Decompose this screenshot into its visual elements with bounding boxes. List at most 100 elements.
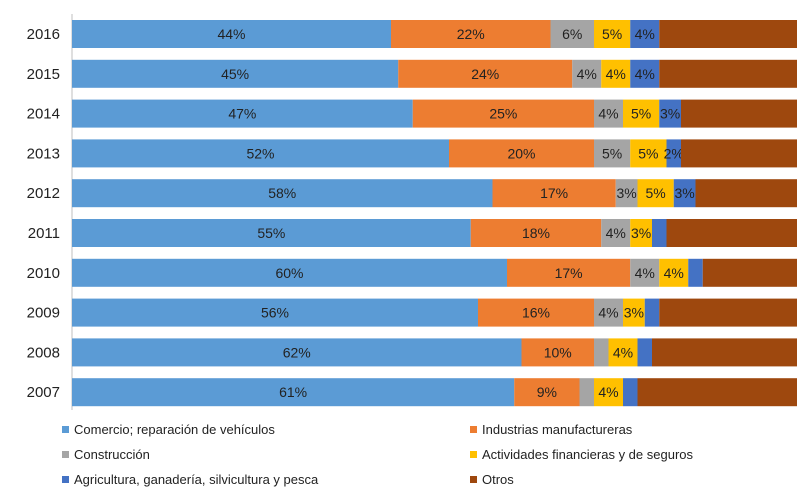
bar-segment xyxy=(623,298,645,327)
bar-segment xyxy=(637,378,797,407)
data-label: 45% xyxy=(221,66,249,82)
bar-segment xyxy=(449,139,594,168)
bar-segment xyxy=(601,59,631,88)
legend-swatch xyxy=(470,476,477,483)
bar-segment xyxy=(623,99,660,128)
legend-swatch xyxy=(62,426,69,433)
bar-segment xyxy=(594,378,623,407)
bar-segment xyxy=(615,179,638,208)
legend-swatch xyxy=(62,476,69,483)
data-label: 3% xyxy=(617,185,637,201)
bar-segment xyxy=(608,338,638,367)
data-label: 4% xyxy=(635,26,655,42)
data-label: 4% xyxy=(635,66,655,82)
legend-label: Construcción xyxy=(74,447,150,462)
legend-item: Actividades financieras y de seguros xyxy=(470,447,693,462)
data-label: 62% xyxy=(283,344,311,360)
y-tick-label: 2010 xyxy=(27,265,60,282)
data-label: 3% xyxy=(631,225,651,241)
data-label: 44% xyxy=(217,26,245,42)
bar-segment xyxy=(688,258,703,287)
bar-segment xyxy=(681,139,797,168)
bar-segment xyxy=(72,139,449,168)
bar-segment xyxy=(673,179,696,208)
bar-segment xyxy=(630,59,660,88)
legend-label: Agricultura, ganadería, silvicultura y p… xyxy=(74,472,319,487)
bar-segment xyxy=(630,20,660,48)
data-label: 22% xyxy=(457,26,485,42)
bar-segment xyxy=(521,338,594,367)
bar-segment xyxy=(630,219,652,247)
bar-segment xyxy=(659,99,681,128)
bar-segment xyxy=(594,20,631,48)
data-label: 4% xyxy=(664,265,684,281)
data-label: 4% xyxy=(577,66,597,82)
bar-segment xyxy=(666,139,681,168)
bar-segment xyxy=(652,338,797,367)
data-label: 6% xyxy=(562,26,582,42)
bar-segment xyxy=(601,219,631,247)
legend-swatch xyxy=(62,451,69,458)
legend-item: Industrias manufactureras xyxy=(470,422,632,437)
bar-segment xyxy=(72,20,391,48)
y-tick-label: 2007 xyxy=(27,384,60,401)
data-label: 16% xyxy=(522,305,550,321)
data-label: 61% xyxy=(279,384,307,400)
bar-segment xyxy=(630,258,660,287)
y-tick-label: 2013 xyxy=(27,145,60,162)
bar-segment xyxy=(391,20,551,48)
legend-item: Construcción xyxy=(62,447,150,462)
bar-segment xyxy=(681,99,797,128)
data-label: 10% xyxy=(544,344,572,360)
bar-segment xyxy=(550,20,594,48)
data-label: 5% xyxy=(602,26,622,42)
data-label: 17% xyxy=(540,185,568,201)
data-label: 4% xyxy=(606,66,626,82)
bar-segment xyxy=(72,59,399,88)
bar-segment xyxy=(412,99,594,128)
bar-segment xyxy=(695,179,797,208)
data-label: 58% xyxy=(268,185,296,201)
bar-segment xyxy=(492,179,616,208)
data-label: 56% xyxy=(261,305,289,321)
bar-segment xyxy=(514,378,580,407)
data-label: 24% xyxy=(471,66,499,82)
legend-label: Actividades financieras y de seguros xyxy=(482,447,694,462)
data-label: 55% xyxy=(257,225,285,241)
bar-segment xyxy=(594,139,631,168)
data-label: 3% xyxy=(624,305,644,321)
bar-segment xyxy=(572,59,602,88)
y-tick-label: 2015 xyxy=(27,66,60,83)
bar-segment xyxy=(594,99,623,128)
y-tick-label: 2008 xyxy=(27,344,60,361)
bar-segment xyxy=(702,258,797,287)
legend-item: Comercio; reparación de vehículos xyxy=(62,422,275,437)
data-label: 4% xyxy=(606,225,626,241)
bar-segment xyxy=(659,59,797,88)
bar-segment xyxy=(507,258,631,287)
bar-segment xyxy=(72,378,515,407)
bar-segment xyxy=(72,179,493,208)
data-label: 5% xyxy=(638,145,658,161)
data-label: 60% xyxy=(275,265,303,281)
bar-segment xyxy=(659,258,689,287)
legend-item: Otros xyxy=(470,472,514,487)
bar-segment xyxy=(470,219,602,247)
data-label: 18% xyxy=(522,225,550,241)
data-label: 4% xyxy=(635,265,655,281)
data-label: 2% xyxy=(664,145,684,161)
legend-swatch xyxy=(470,426,477,433)
bar-segment xyxy=(623,378,638,407)
bar-segment xyxy=(72,338,522,367)
legend-label: Otros xyxy=(482,472,514,487)
data-label: 4% xyxy=(598,384,618,400)
y-tick-label: 2014 xyxy=(27,106,60,123)
bar-segment xyxy=(72,298,478,327)
bar-segment xyxy=(637,179,674,208)
data-label: 25% xyxy=(489,106,517,122)
bar-segment xyxy=(594,298,623,327)
data-label: 17% xyxy=(555,265,583,281)
data-label: 3% xyxy=(660,106,680,122)
y-tick-label: 2016 xyxy=(27,26,60,43)
data-label: 4% xyxy=(598,106,618,122)
